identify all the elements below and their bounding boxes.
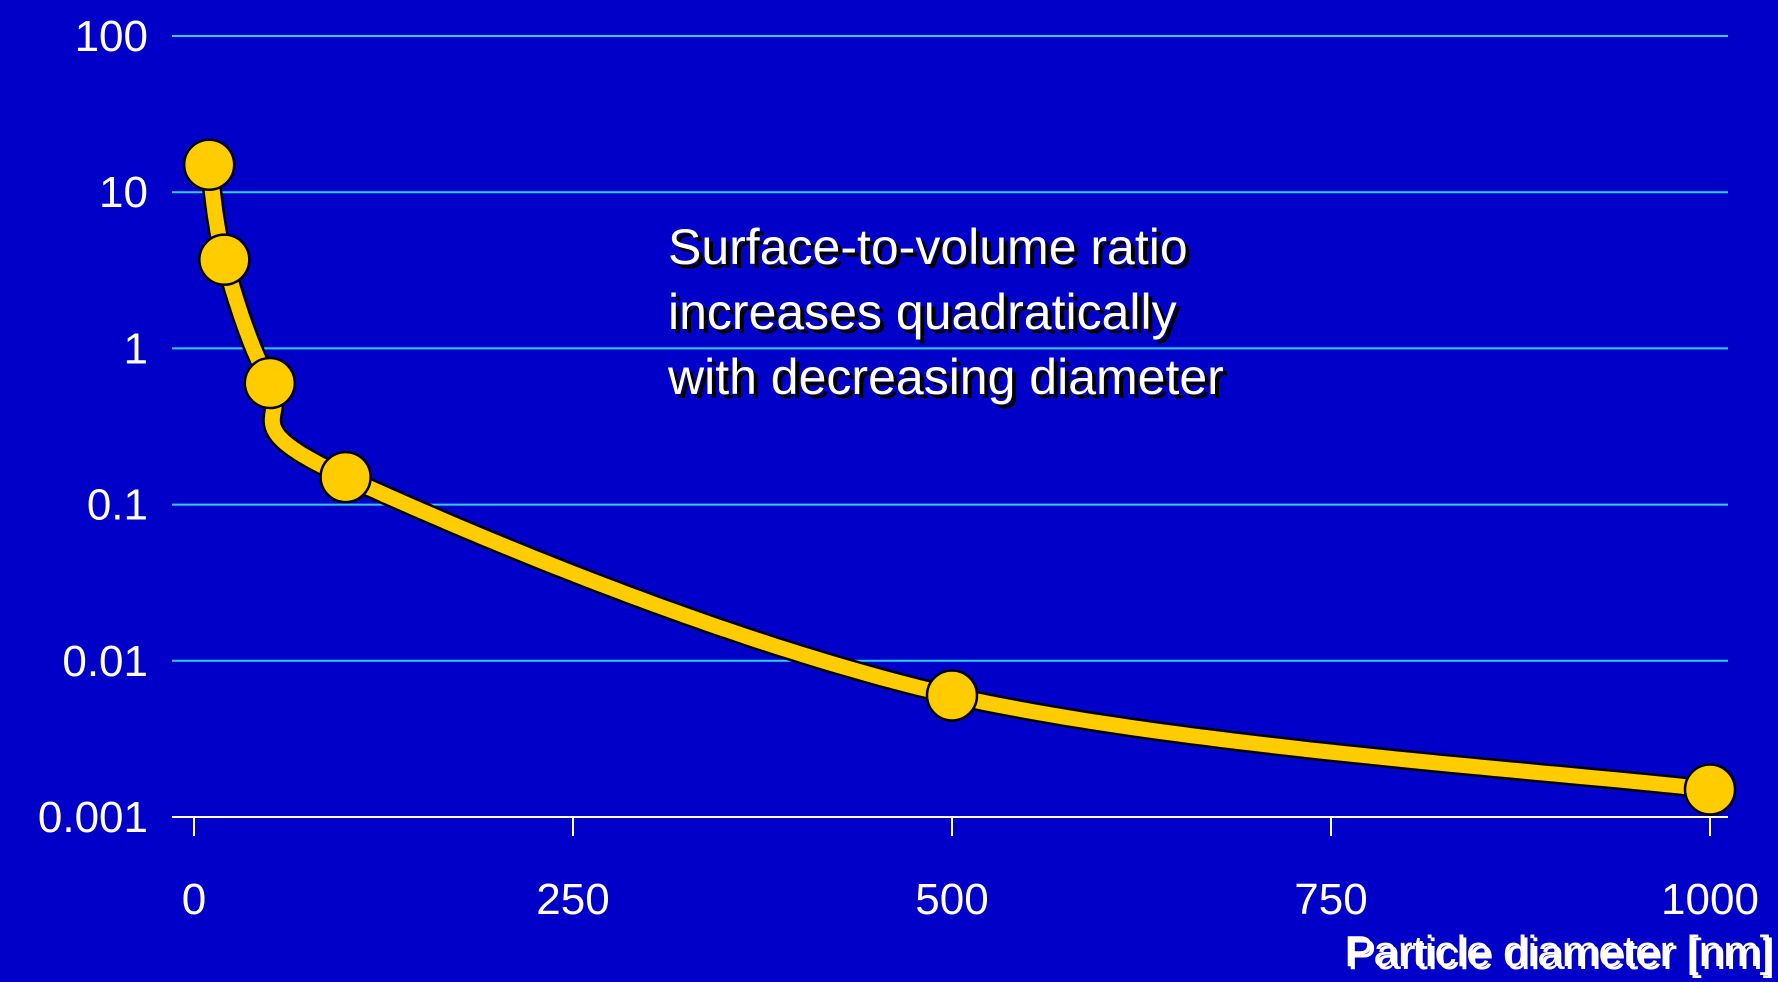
annotation-line-shadow: Surface-to-volume ratio [672,223,1192,279]
y-tick-labels: 100 10 1 0.1 0.01 0.001 [38,12,148,842]
data-point [925,669,979,722]
x-tick-label: 0 [182,875,206,924]
y-tick-label: 0.1 [87,481,148,530]
data-point [198,233,251,286]
y-tick-label: 0.001 [38,793,148,842]
x-tick-label: 1000 [1661,875,1759,924]
annotation: Surface-to-volume ratioSurface-to-volume… [667,219,1228,409]
x-axis-title-group: Particle diameter [nm] Particle diameter… [1344,927,1775,979]
x-axis-title: Particle diameter [nm] [1344,927,1772,976]
x-tick-label: 250 [536,875,609,924]
data-point [243,356,297,410]
annotation-line-shadow: increases quadratically [672,288,1181,344]
annotation-line: with decreasing diameter [667,349,1224,405]
y-tick-label: 10 [99,168,148,217]
y-tick-label: 1 [124,324,148,373]
data-point [319,450,372,504]
x-axis-title-shadow: Particle diameter [nm] [1347,930,1775,979]
axes [172,816,1728,836]
x-tick-labels: 0 250 500 750 1000 [182,875,1759,924]
annotation-line: increases quadratically [668,284,1177,340]
data-point [182,138,236,191]
y-tick-label: 100 [75,12,148,61]
x-tick-label: 500 [915,875,988,924]
x-tick-label: 750 [1294,875,1367,924]
annotation-line-shadow: with decreasing diameter [671,353,1228,409]
y-tick-label: 0.01 [62,637,148,686]
data-point [1683,763,1737,816]
annotation-line: Surface-to-volume ratio [668,219,1188,275]
data-series [182,138,1737,816]
